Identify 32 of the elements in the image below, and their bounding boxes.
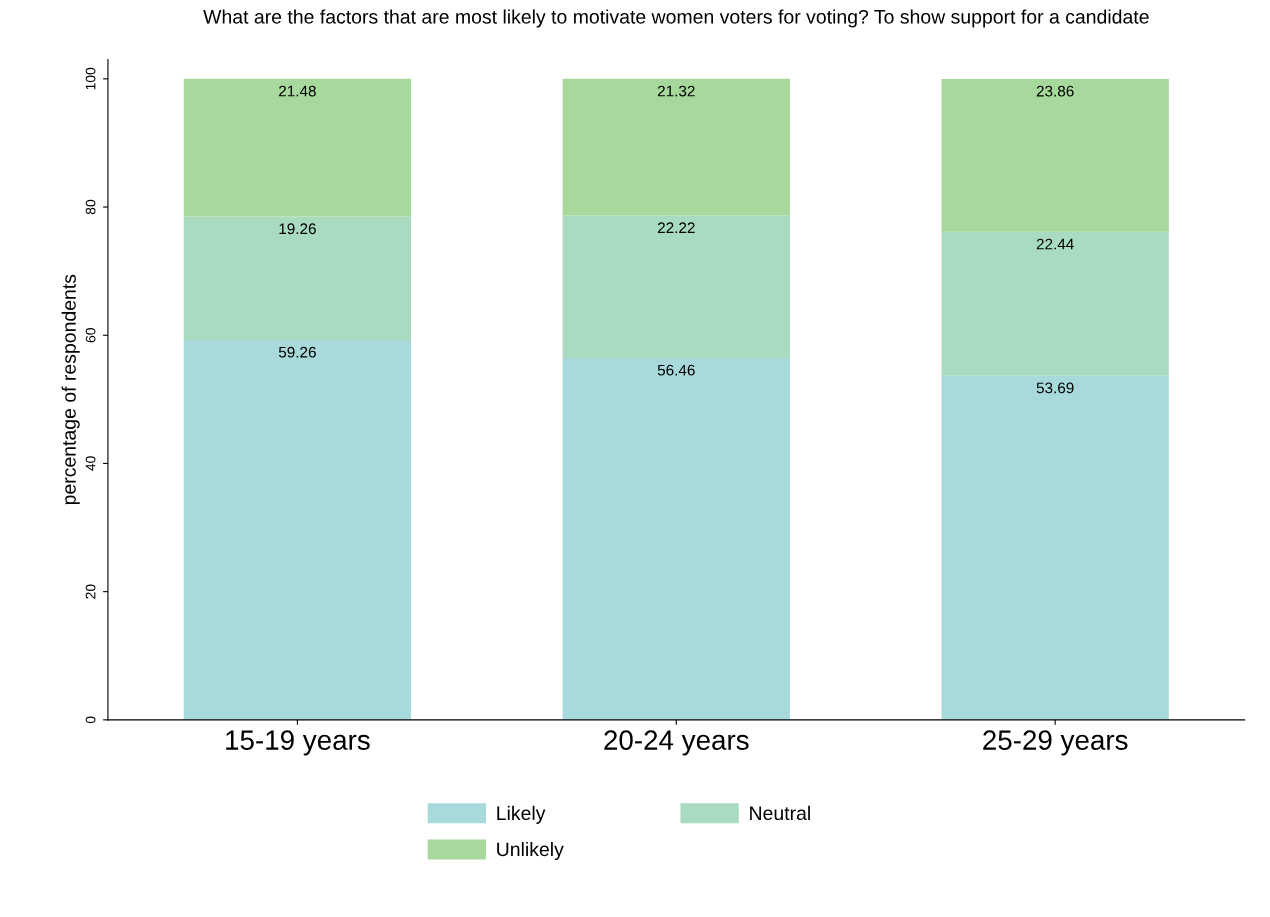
y-tick-label: 0 [85,716,96,724]
legend-label: Neutral [750,805,810,821]
bar [562,78,790,216]
bar [562,357,790,720]
bar [941,375,1169,720]
data-label: 23.86 [1036,85,1074,97]
data-label: 22.44 [1036,238,1074,250]
data-label: 22.22 [657,222,695,233]
data-label: 59.26 [278,346,316,358]
x-tick-label: 25-29 years [983,730,1128,756]
bar [941,231,1169,376]
y-tick-label: 60 [85,328,96,343]
bar [183,78,412,217]
legend-label: Unlikely [497,841,564,861]
y-tick-label: 80 [85,199,96,215]
data-label: 53.69 [1036,382,1074,394]
data-label: 21.48 [279,85,316,97]
y-axis-title: percentage of respondents [61,274,80,505]
legend-label: Likely [497,805,546,824]
data-label: 56.46 [657,364,695,376]
y-tick-label: 100 [85,67,96,90]
x-tick-label: 20-24 years [604,730,749,756]
data-label: 19.26 [279,223,316,235]
bar [941,78,1169,232]
data-label: 21.32 [657,85,695,97]
bar [183,339,412,720]
x-tick-label: 15-19 years [226,730,370,756]
chart-title: What are the factors that are most likely to motivate women voters for voting? To show support for a candidate [203,9,1149,28]
y-tick-label: 40 [85,456,96,471]
bar [183,216,412,340]
y-tick-label: 20 [85,584,96,599]
bar [562,215,790,358]
